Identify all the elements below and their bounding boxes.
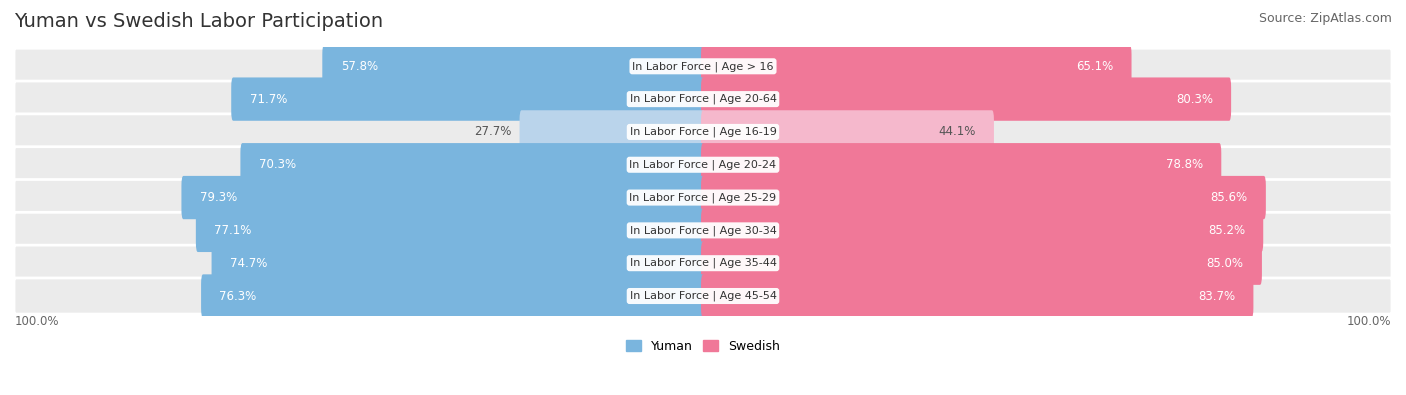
FancyBboxPatch shape xyxy=(702,143,1222,186)
FancyBboxPatch shape xyxy=(702,176,1265,219)
Text: In Labor Force | Age 16-19: In Labor Force | Age 16-19 xyxy=(630,127,776,137)
FancyBboxPatch shape xyxy=(201,275,704,318)
FancyBboxPatch shape xyxy=(195,209,704,252)
Text: 85.2%: 85.2% xyxy=(1208,224,1244,237)
Text: In Labor Force | Age 35-44: In Labor Force | Age 35-44 xyxy=(630,258,776,269)
Text: 65.1%: 65.1% xyxy=(1076,60,1114,73)
FancyBboxPatch shape xyxy=(702,110,994,154)
Text: In Labor Force | Age 25-29: In Labor Force | Age 25-29 xyxy=(630,192,776,203)
FancyBboxPatch shape xyxy=(702,209,1263,252)
FancyBboxPatch shape xyxy=(520,110,704,154)
Text: 79.3%: 79.3% xyxy=(200,191,238,204)
Text: 80.3%: 80.3% xyxy=(1175,92,1213,105)
Text: In Labor Force | Age > 16: In Labor Force | Age > 16 xyxy=(633,61,773,71)
Text: 85.0%: 85.0% xyxy=(1206,257,1243,270)
FancyBboxPatch shape xyxy=(14,147,1392,183)
Text: In Labor Force | Age 30-34: In Labor Force | Age 30-34 xyxy=(630,225,776,236)
Text: 83.7%: 83.7% xyxy=(1198,290,1234,303)
Text: Yuman vs Swedish Labor Participation: Yuman vs Swedish Labor Participation xyxy=(14,12,384,31)
Text: 100.0%: 100.0% xyxy=(1347,315,1391,328)
FancyBboxPatch shape xyxy=(181,176,704,219)
Text: In Labor Force | Age 20-24: In Labor Force | Age 20-24 xyxy=(630,160,776,170)
FancyBboxPatch shape xyxy=(322,45,704,88)
FancyBboxPatch shape xyxy=(702,241,1263,285)
FancyBboxPatch shape xyxy=(231,77,704,121)
Text: 71.7%: 71.7% xyxy=(250,92,287,105)
Text: 74.7%: 74.7% xyxy=(231,257,267,270)
FancyBboxPatch shape xyxy=(702,45,1132,88)
FancyBboxPatch shape xyxy=(702,77,1232,121)
Text: 44.1%: 44.1% xyxy=(938,126,976,138)
Legend: Yuman, Swedish: Yuman, Swedish xyxy=(621,335,785,358)
Text: 77.1%: 77.1% xyxy=(214,224,252,237)
Text: 76.3%: 76.3% xyxy=(219,290,257,303)
FancyBboxPatch shape xyxy=(14,278,1392,314)
Text: Source: ZipAtlas.com: Source: ZipAtlas.com xyxy=(1258,12,1392,25)
Text: 27.7%: 27.7% xyxy=(474,126,512,138)
FancyBboxPatch shape xyxy=(211,241,704,285)
Text: 85.6%: 85.6% xyxy=(1211,191,1247,204)
Text: 78.8%: 78.8% xyxy=(1166,158,1204,171)
FancyBboxPatch shape xyxy=(14,48,1392,85)
Text: 100.0%: 100.0% xyxy=(15,315,59,328)
Text: 57.8%: 57.8% xyxy=(340,60,378,73)
Text: In Labor Force | Age 20-64: In Labor Force | Age 20-64 xyxy=(630,94,776,104)
Text: In Labor Force | Age 45-54: In Labor Force | Age 45-54 xyxy=(630,291,776,301)
FancyBboxPatch shape xyxy=(14,213,1392,248)
FancyBboxPatch shape xyxy=(14,179,1392,216)
FancyBboxPatch shape xyxy=(14,81,1392,117)
FancyBboxPatch shape xyxy=(14,114,1392,150)
FancyBboxPatch shape xyxy=(702,275,1253,318)
FancyBboxPatch shape xyxy=(240,143,704,186)
Text: 70.3%: 70.3% xyxy=(259,158,295,171)
FancyBboxPatch shape xyxy=(14,245,1392,281)
